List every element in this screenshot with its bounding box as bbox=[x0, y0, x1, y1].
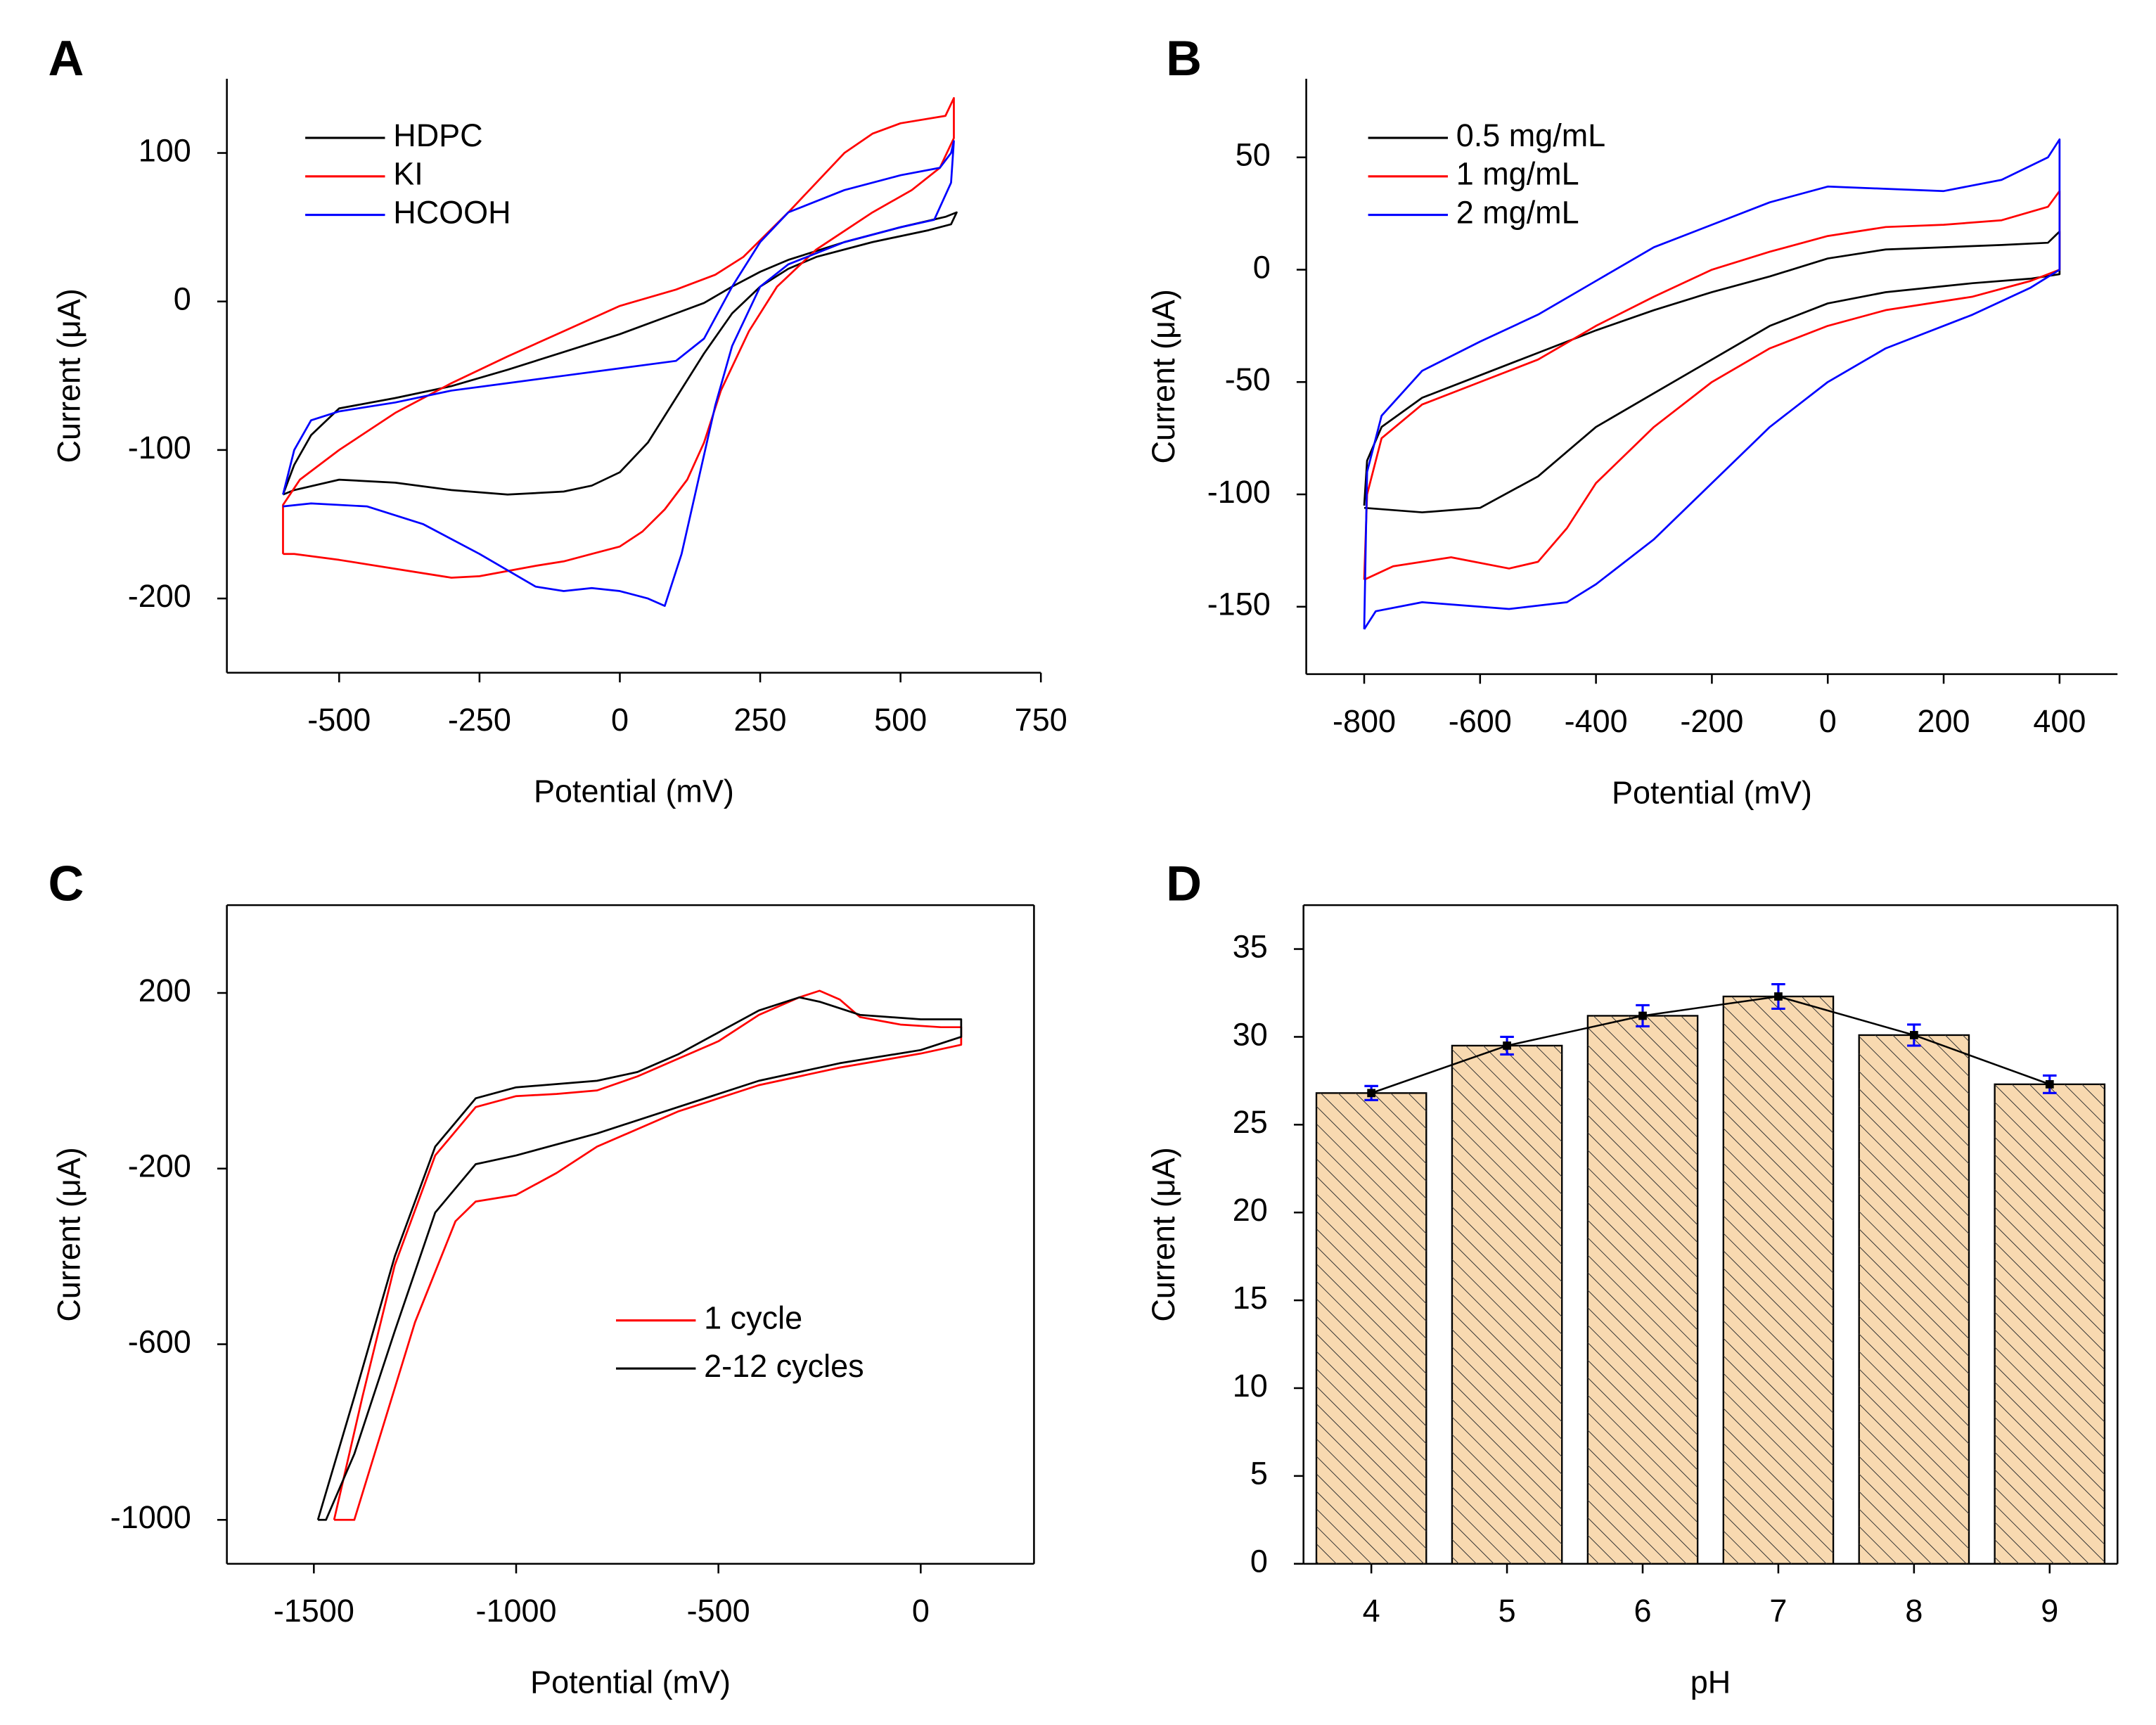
legend-label: HDPC bbox=[393, 117, 482, 153]
y-tick-label: -200 bbox=[128, 578, 191, 614]
bar-hatch bbox=[1859, 1034, 1969, 1564]
x-axis-label: Potential (mV) bbox=[530, 1665, 731, 1700]
x-tick-label: 0 bbox=[1819, 703, 1837, 739]
legend-label: 0.5 mg/mL bbox=[1456, 117, 1605, 153]
y-axis-label: Current (μA) bbox=[1146, 289, 1181, 463]
x-tick-label: -600 bbox=[1449, 703, 1512, 739]
x-tick-label: 0 bbox=[912, 1593, 930, 1629]
x-tick-label: -1500 bbox=[274, 1593, 354, 1629]
x-tick-label: 7 bbox=[1769, 1593, 1787, 1629]
x-tick-label: 400 bbox=[2033, 703, 2086, 739]
y-tick-label: -600 bbox=[128, 1323, 191, 1359]
y-tick-label: 15 bbox=[1233, 1280, 1268, 1316]
cv-curve bbox=[282, 140, 955, 607]
y-tick-label: -1000 bbox=[110, 1499, 191, 1535]
x-tick-label: 200 bbox=[1918, 703, 1970, 739]
y-tick-label: 35 bbox=[1233, 928, 1268, 964]
y-tick-label: 25 bbox=[1233, 1104, 1268, 1140]
bar-hatch bbox=[1994, 1084, 2105, 1564]
x-tick-label: 4 bbox=[1363, 1593, 1380, 1629]
x-axis-label: pH bbox=[1690, 1665, 1731, 1700]
cv-curve bbox=[1363, 190, 2061, 581]
y-tick-label: 100 bbox=[139, 132, 191, 168]
y-tick-label: -200 bbox=[128, 1148, 191, 1184]
x-tick-label: 500 bbox=[874, 702, 927, 738]
point bbox=[1503, 1041, 1511, 1050]
y-axis-label: Current (μA) bbox=[51, 1147, 87, 1321]
point bbox=[1774, 992, 1783, 1001]
bar-hatch bbox=[1316, 1093, 1427, 1564]
x-tick-label: 0 bbox=[611, 702, 629, 738]
y-tick-label: -50 bbox=[1225, 361, 1271, 397]
panel-2: C Potential (mV) Current (μA) -1000 -600 -200… bbox=[48, 855, 1035, 1700]
x-tick-label: 5 bbox=[1499, 1593, 1516, 1629]
cv-curve bbox=[333, 989, 963, 1521]
x-tick-label: -200 bbox=[1680, 703, 1743, 739]
bar-hatch bbox=[1723, 996, 1834, 1564]
y-tick-label: 200 bbox=[139, 973, 191, 1008]
legend-label: 1 mg/mL bbox=[1456, 156, 1579, 192]
x-tick-label: -500 bbox=[307, 702, 371, 738]
cv-curve bbox=[1363, 230, 2061, 513]
x-tick-label: 8 bbox=[1905, 1593, 1923, 1629]
y-tick-label: 0 bbox=[1253, 249, 1271, 285]
legend-label: HCOOH bbox=[393, 194, 511, 230]
x-tick-label: 9 bbox=[2041, 1593, 2058, 1629]
y-tick-label: 50 bbox=[1236, 137, 1271, 173]
panel-label: D bbox=[1166, 855, 1202, 911]
panel-3: DpH Current (μA) 0 5 10 15 20 25 30 35 4 5 6 7 8 9 bbox=[1146, 855, 2119, 1700]
y-tick-label: 20 bbox=[1233, 1192, 1268, 1228]
x-tick-label: -500 bbox=[687, 1593, 750, 1629]
y-axis-label: Current (μA) bbox=[1146, 1147, 1181, 1321]
x-tick-label: -1000 bbox=[475, 1593, 556, 1629]
cv-curve bbox=[282, 97, 955, 579]
panel-label: B bbox=[1166, 30, 1202, 86]
x-tick-label: 6 bbox=[1634, 1593, 1651, 1629]
point bbox=[1638, 1011, 1647, 1020]
x-tick-label: 750 bbox=[1015, 702, 1067, 738]
legend-label: 2 mg/mL bbox=[1456, 194, 1579, 230]
y-tick-label: -100 bbox=[128, 430, 191, 466]
y-tick-label: 10 bbox=[1233, 1368, 1268, 1404]
x-tick-label: 250 bbox=[734, 702, 787, 738]
legend-label: 1 cycle bbox=[704, 1300, 802, 1336]
panel-label: A bbox=[48, 30, 84, 86]
x-tick-label: -250 bbox=[448, 702, 511, 738]
cv-curve bbox=[316, 996, 963, 1521]
x-axis-label: Potential (mV) bbox=[534, 774, 734, 809]
point bbox=[1909, 1031, 1918, 1039]
panel-label: C bbox=[48, 855, 84, 911]
y-tick-label: 30 bbox=[1233, 1016, 1268, 1052]
x-tick-label: -400 bbox=[1565, 703, 1628, 739]
panel-1: B Potential (mV) Current (μA) -150 -100 -50 0 5… bbox=[1146, 30, 2118, 811]
y-axis-label: Current (μA) bbox=[51, 288, 87, 463]
trend-line bbox=[1371, 995, 2051, 1094]
y-tick-label: 5 bbox=[1250, 1456, 1268, 1492]
cv-curve bbox=[1363, 138, 2061, 630]
point bbox=[1367, 1089, 1376, 1098]
y-tick-label: -100 bbox=[1207, 474, 1271, 510]
x-tick-label: -800 bbox=[1333, 703, 1396, 739]
y-tick-label: -150 bbox=[1207, 586, 1271, 622]
cv-curve bbox=[282, 211, 958, 496]
point bbox=[2045, 1080, 2054, 1089]
x-axis-label: Potential (mV) bbox=[1612, 775, 1812, 811]
bar-hatch bbox=[1451, 1045, 1563, 1564]
legend-label: 2-12 cycles bbox=[704, 1348, 864, 1384]
y-tick-label: 0 bbox=[174, 281, 191, 317]
panel-0: A Potential (mV) Current (μA) -200 -100 0 100 -… bbox=[48, 30, 1067, 809]
legend-label: KI bbox=[393, 156, 423, 192]
y-tick-label: 0 bbox=[1250, 1544, 1268, 1579]
bar-hatch bbox=[1587, 1015, 1698, 1564]
